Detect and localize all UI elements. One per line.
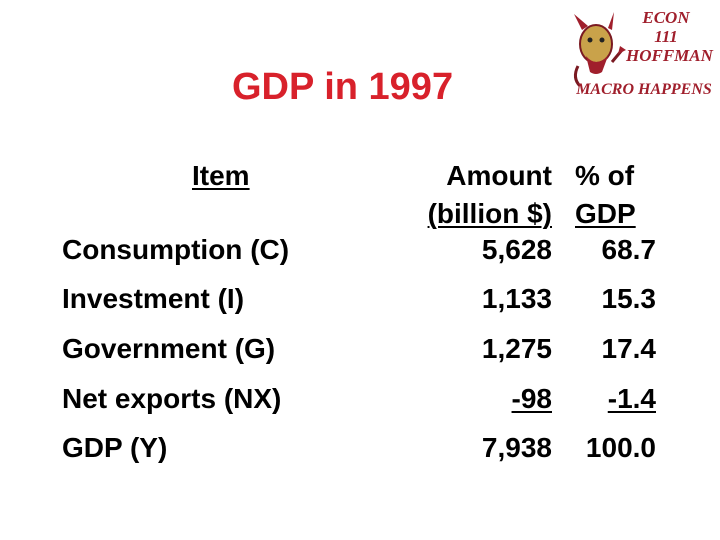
row-net-exports-amount: -98 <box>511 383 552 414</box>
header-amount-line2: (billion $) <box>427 198 552 229</box>
header-pct-line1: % of <box>575 160 635 191</box>
logo-line-2: 111 <box>654 27 678 46</box>
row-government-pct: 17.4 <box>601 333 657 364</box>
page-title: GDP in 1997 <box>232 66 454 108</box>
row-net-exports-label: Net exports (NX) <box>62 383 282 414</box>
row-investment-amount: 1,133 <box>481 283 552 314</box>
row-government-amount: 1,275 <box>481 333 552 364</box>
row-government-label: Government (G) <box>62 333 276 364</box>
row-gdp-label: GDP (Y) <box>62 432 168 463</box>
row-investment-label: Investment (I) <box>62 283 245 314</box>
row-consumption-amount: 5,628 <box>481 234 552 265</box>
logo-tagline: MACRO HAPPENS <box>576 81 712 98</box>
logo-line-1: ECON <box>642 8 690 27</box>
row-net-exports-pct: -1.4 <box>607 383 656 414</box>
row-investment-pct: 15.3 <box>601 283 657 314</box>
logo-line-3: HOFFMAN <box>626 46 713 65</box>
row-consumption-pct: 68.7 <box>601 234 657 265</box>
header-amount-line1: Amount <box>446 160 552 191</box>
row-gdp-amount: 7,938 <box>481 432 552 463</box>
row-gdp-pct: 100.0 <box>585 432 656 463</box>
mascot-logo-icon <box>573 12 626 88</box>
header-item: Item <box>192 160 250 191</box>
row-consumption-label: Consumption (C) <box>62 234 290 265</box>
logo-course-text: ECON 111 HOFFMAN <box>626 8 713 65</box>
header-pct-line2: GDP <box>575 198 636 229</box>
